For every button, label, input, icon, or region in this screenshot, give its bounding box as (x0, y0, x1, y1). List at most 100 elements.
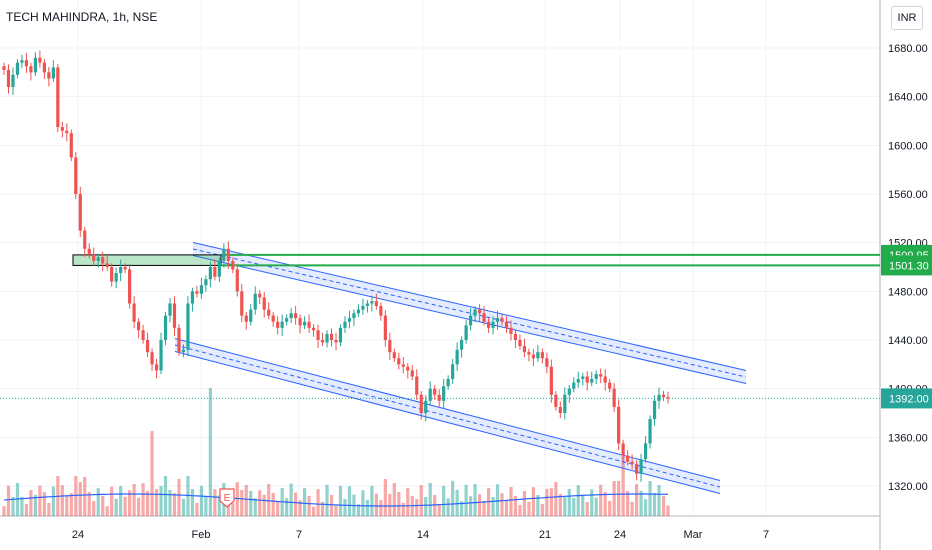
volume-bar (464, 484, 468, 516)
candle-body (217, 260, 221, 277)
candle-body (415, 376, 419, 395)
volume-bar (361, 490, 365, 516)
lower-channel (174, 338, 721, 494)
candle-body (379, 305, 383, 316)
candle-body (518, 340, 522, 347)
candle-body (280, 321, 284, 328)
volume-bar (159, 486, 163, 516)
volume-bar (415, 499, 419, 516)
earnings-marker: E (219, 488, 235, 508)
x-tick-label: Feb (192, 529, 211, 541)
volume-bar (527, 501, 531, 516)
volume-bar (392, 483, 396, 516)
candle-body (110, 267, 114, 282)
currency-button[interactable]: INR (891, 6, 923, 30)
candle-body (581, 376, 585, 379)
candle-body (213, 267, 217, 277)
candle-body (114, 273, 118, 282)
candle-body (29, 66, 33, 73)
candle-body (392, 352, 396, 359)
last-price-badge (881, 388, 932, 409)
volume-bar (316, 489, 320, 516)
volume-bar (549, 488, 553, 516)
candle-body (6, 69, 11, 87)
volume-bar (621, 456, 625, 516)
volume-bar (119, 486, 123, 516)
candle-body (536, 352, 540, 359)
candle-body (343, 321, 347, 328)
candle-body (504, 321, 509, 328)
candle-body (388, 340, 392, 353)
y-tick-label: 1600.00 (888, 140, 928, 152)
volume-bar (276, 502, 280, 516)
volume-bar (190, 489, 195, 516)
x-tick-label: 7 (296, 529, 302, 541)
channel-mid-line (192, 248, 747, 378)
volume-bar (522, 491, 527, 516)
volume-bar (69, 493, 73, 516)
volume-bar (65, 494, 69, 516)
volume-bar (181, 498, 186, 516)
y-tick-label: 1360.00 (888, 432, 928, 444)
candle-body (235, 269, 239, 292)
volume-bar (477, 494, 482, 516)
volume-bar (612, 481, 616, 516)
chart-title: TECH MAHINDRA, 1h, NSE (6, 10, 158, 24)
candle-body (567, 388, 571, 395)
volume-bar (325, 484, 329, 516)
volume-bar (446, 498, 450, 516)
candle-body (468, 315, 473, 326)
candle-body (20, 60, 24, 63)
volume-bar (343, 499, 347, 516)
candle-body (419, 394, 423, 413)
candle-body (78, 194, 82, 231)
volume-bar (244, 485, 248, 516)
volume-bar (320, 501, 325, 516)
candle-body (298, 318, 302, 326)
volume-bar (603, 492, 607, 516)
volume-bar (374, 493, 378, 516)
volume-bar (545, 488, 549, 516)
candle-body (509, 327, 513, 334)
candle-body (563, 394, 567, 413)
candle-body (356, 309, 361, 314)
drawings[interactable]: E (0, 242, 880, 508)
volume-bar (96, 488, 100, 516)
volume-bar (495, 484, 500, 516)
volume-bar (249, 491, 253, 516)
volume-bar (240, 490, 244, 516)
volume-bar (406, 488, 410, 516)
candle-body (249, 309, 253, 322)
volume-bar (347, 486, 352, 516)
candle-body (464, 325, 468, 340)
level-badge-label: 1501.30 (889, 260, 929, 272)
volume-bar (231, 502, 235, 516)
candle-body (576, 378, 580, 383)
volume-bar (460, 501, 464, 516)
volume-bar (639, 490, 643, 516)
volume-bar (29, 490, 33, 516)
candle-body (92, 254, 96, 261)
volume-bar (581, 494, 585, 516)
candle-body (15, 62, 20, 75)
candle-body (302, 321, 307, 326)
candle-body (612, 388, 616, 407)
volume-bar (468, 496, 473, 516)
volume-bar (42, 492, 46, 516)
candle-body (325, 333, 329, 343)
candle-body (495, 318, 500, 322)
candle-body (383, 315, 387, 340)
volume-bar (338, 485, 343, 516)
candle-body (267, 309, 271, 316)
candle-body (442, 386, 446, 401)
candle-body (500, 318, 504, 322)
grid (0, 0, 880, 516)
volume-bar (648, 481, 652, 516)
candle-body (105, 263, 109, 267)
volume-bar (177, 479, 181, 516)
candle-body (621, 443, 625, 456)
volume-bar (114, 498, 118, 516)
volume-bar (567, 489, 571, 516)
